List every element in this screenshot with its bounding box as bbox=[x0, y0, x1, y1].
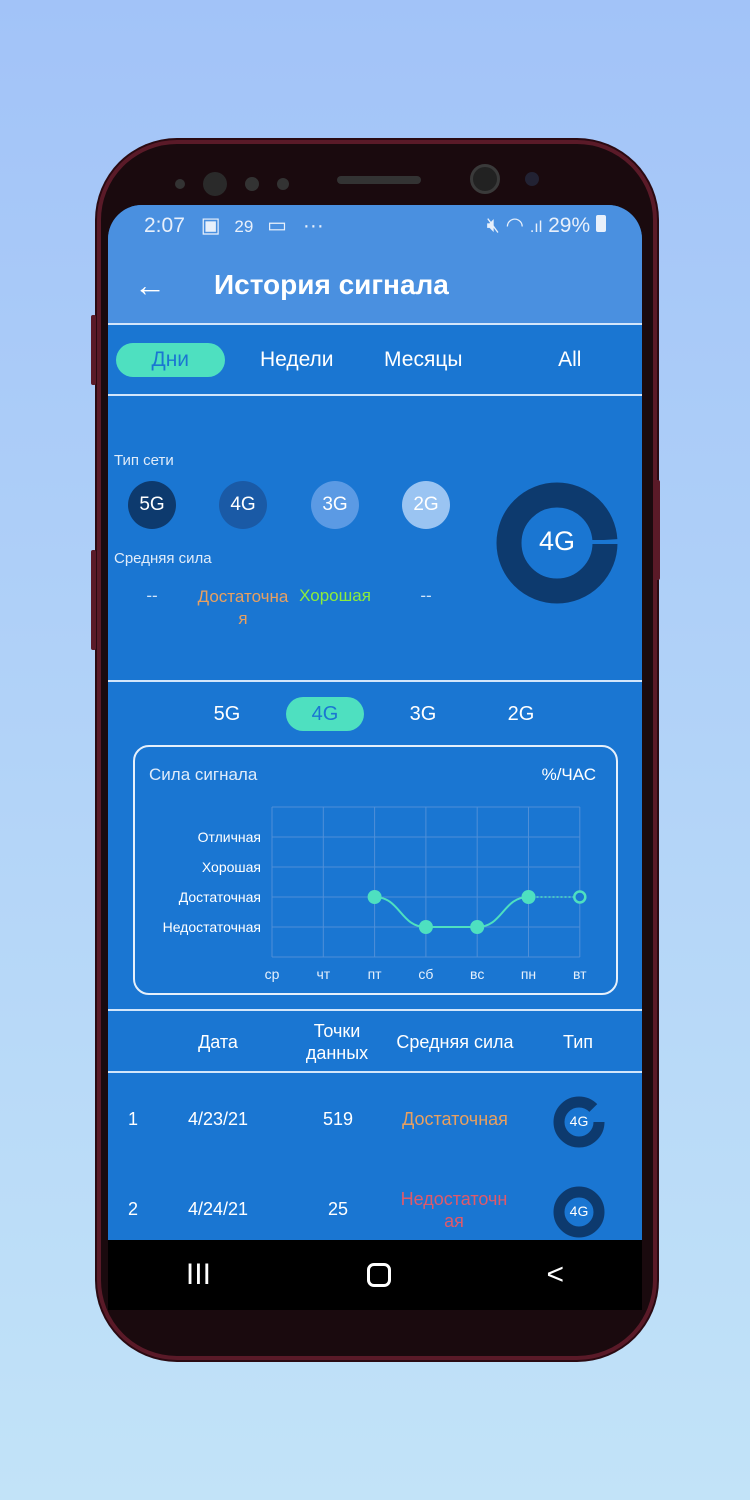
home-icon[interactable] bbox=[366, 1263, 391, 1287]
arrow-left-icon[interactable]: ← bbox=[134, 267, 166, 303]
type-donut: 4G bbox=[552, 1095, 606, 1149]
network-donut: 4G bbox=[496, 482, 618, 604]
signal-icon: .ıl bbox=[529, 219, 543, 236]
navigation-bar: III < bbox=[108, 1240, 642, 1310]
divider bbox=[108, 680, 642, 682]
y-tick-label: Отличная bbox=[198, 829, 261, 845]
divider bbox=[108, 1009, 642, 1011]
row-points: 519 bbox=[322, 1109, 354, 1129]
x-tick-label: пн bbox=[521, 966, 536, 982]
period-tabs: Дни Недели Месяцы All bbox=[116, 343, 642, 377]
row-index: 2 bbox=[128, 1199, 139, 1219]
network-type-label: Тип сети bbox=[114, 452, 174, 469]
status-time: 2:07 bbox=[144, 214, 185, 237]
app-bar bbox=[108, 205, 642, 325]
wifi-icon: ◠ bbox=[505, 214, 524, 237]
data-point bbox=[573, 890, 587, 904]
strength-4g: Достаточная bbox=[197, 587, 289, 628]
row-strength: Недостаточная bbox=[400, 1189, 508, 1231]
x-tick-label: ср bbox=[265, 966, 280, 982]
tab-5g[interactable]: 5G bbox=[213, 703, 241, 725]
battery-percent: 29% bbox=[548, 214, 591, 237]
tab-months[interactable]: Месяцы bbox=[384, 348, 463, 371]
tab-days[interactable]: Дни bbox=[116, 343, 225, 377]
tab-4g[interactable]: 4G bbox=[286, 697, 364, 731]
type-2g: 2G bbox=[402, 481, 450, 529]
power-button bbox=[655, 480, 660, 580]
row-date: 4/24/21 bbox=[187, 1199, 249, 1219]
status-bar: 2:07 ▣ 29 ▭ ··· 🔇︎ ◠ .ıl 29% bbox=[144, 213, 606, 238]
front-camera bbox=[470, 164, 500, 194]
row-points: 25 bbox=[327, 1199, 349, 1219]
calendar-icon: 29 bbox=[234, 217, 254, 236]
data-point bbox=[367, 890, 382, 904]
app-screen: 2:07 ▣ 29 ▭ ··· 🔇︎ ◠ .ıl 29% ← История с… bbox=[108, 205, 642, 1240]
col-strength: Средняя сила bbox=[396, 1032, 514, 1052]
signal-chart-card: Сила сигнала %/ЧАС ср чт пт сб вс пн вт Недоста… bbox=[133, 745, 618, 995]
strength-3g: Хорошая bbox=[299, 586, 371, 605]
page-title: История сигнала bbox=[214, 269, 449, 300]
x-tick-label: вс bbox=[470, 966, 484, 982]
chart-unit: %/ЧАС bbox=[541, 765, 596, 784]
col-points: Точки данных bbox=[305, 1021, 369, 1063]
type-5g: 5G bbox=[128, 481, 176, 529]
col-type: Тип bbox=[562, 1032, 593, 1052]
data-point bbox=[521, 890, 536, 904]
image-icon: ▣ bbox=[200, 214, 221, 237]
sensors bbox=[175, 172, 289, 196]
x-tick-label: пт bbox=[368, 966, 383, 982]
avg-strength-label: Средняя сила bbox=[114, 550, 212, 567]
x-tick-label: сб bbox=[418, 966, 433, 982]
data-point bbox=[470, 920, 485, 934]
x-tick-label: чт bbox=[316, 966, 330, 982]
type-3g: 3G bbox=[311, 481, 359, 529]
strength-2g: -- bbox=[420, 586, 432, 605]
more-icon: ··· bbox=[302, 214, 324, 237]
iris-sensor bbox=[525, 172, 539, 186]
y-tick-label: Недостаточная bbox=[163, 919, 261, 935]
battery-icon bbox=[596, 215, 606, 232]
strength-5g: -- bbox=[146, 586, 158, 605]
volume-button bbox=[91, 315, 96, 385]
tab-weeks[interactable]: Недели bbox=[259, 348, 334, 371]
cast-icon: ▭ bbox=[267, 214, 288, 237]
type-label: 4G bbox=[569, 1203, 589, 1219]
header: ← История сигнала bbox=[108, 267, 642, 307]
recent-apps-icon[interactable]: III bbox=[185, 1258, 211, 1291]
col-date: Дата bbox=[198, 1032, 238, 1052]
type-donut: 4G bbox=[552, 1185, 606, 1239]
divider bbox=[108, 1071, 642, 1073]
row-date: 4/23/21 bbox=[187, 1109, 249, 1129]
divider bbox=[108, 394, 642, 396]
data-point bbox=[418, 920, 433, 934]
y-tick-label: Достаточная bbox=[179, 889, 261, 905]
row-index: 1 bbox=[128, 1109, 139, 1129]
back-icon[interactable]: < bbox=[546, 1258, 565, 1291]
mute-icon: 🔇︎ bbox=[486, 214, 500, 237]
tab-all[interactable]: All bbox=[558, 348, 582, 371]
donut-label: 4G bbox=[538, 526, 576, 556]
x-tick-label: вт bbox=[573, 966, 587, 982]
speaker-grille bbox=[337, 176, 421, 184]
tab-3g[interactable]: 3G bbox=[409, 703, 437, 725]
series-line bbox=[374, 896, 529, 928]
network-tabs: 5G 4G 3G 2G bbox=[188, 697, 580, 731]
y-tick-label: Хорошая bbox=[202, 859, 261, 875]
signal-chart: ср чт пт сб вс пн вт Недостаточная Достаточная Хо… bbox=[163, 806, 587, 982]
tab-2g[interactable]: 2G bbox=[507, 703, 535, 725]
divider bbox=[108, 323, 642, 325]
row-strength: Достаточная bbox=[402, 1109, 508, 1129]
type-4g: 4G bbox=[219, 481, 267, 529]
bixby-button bbox=[91, 550, 96, 650]
chart-title: Сила сигнала bbox=[149, 765, 258, 784]
type-label: 4G bbox=[569, 1113, 589, 1129]
